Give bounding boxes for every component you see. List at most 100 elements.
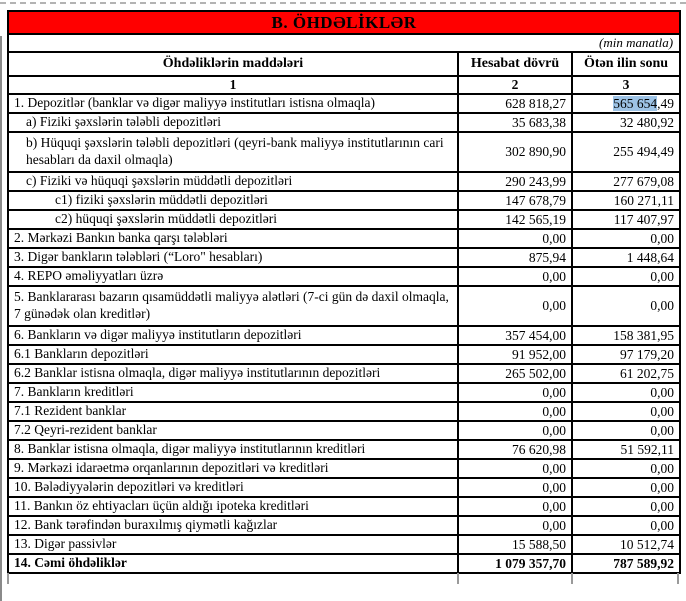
current-period-value: 0,00 [457,515,573,536]
table-row: 11. Bankın öz ehtiyacları üçün aldığı ip… [7,496,682,517]
table-row: 13. Digər passivlər 15 588,50 10 512,74 [7,534,682,555]
row-label: 7.2 Qeyri-rezident banklar [7,420,459,441]
row-label: c2) hüquqi şəxslərin müddətli depozitlər… [7,209,459,230]
previous-year-value: 255 494,49 [570,131,682,173]
previous-year-value: 61 202,75 [570,363,682,384]
row-label: c) Fiziki və hüquqi şəxslərin müddətli d… [7,171,459,192]
table-row: 14. Cəmi öhdəliklər 1 079 357,70 787 589,9… [7,553,682,574]
table-row: 10. Bələdiyyələrin depozitləri və kredit… [7,477,682,498]
current-period-value: 0,00 [457,496,573,517]
row-label: 5. Banklararası bazarın qısamüddətli mal… [7,285,459,327]
current-period-value: 142 565,19 [457,209,573,230]
bottom-gridline-stub-right [677,573,679,584]
column-number-2: 2 [457,75,573,95]
table-row: c2) hüquqi şəxslərin müddətli depozitlər… [7,209,682,230]
table-body: 1. Depozitlər (banklar və digər maliyyə … [7,93,682,574]
table-row: 7.1 Rezident banklar 0,00 0,00 [7,401,682,422]
current-period-value: 0,00 [457,382,573,403]
row-label: 6.1 Bankların depozitləri [7,344,459,365]
current-period-value: 76 620,98 [457,439,573,460]
row-label: 7. Bankların kreditləri [7,382,459,403]
row-label: 14. Cəmi öhdəliklər [7,553,459,574]
column-header-items: Öhdəliklərin maddələri [7,51,459,77]
table-title-row: B. ÖHDƏLİKLƏR [6,10,682,35]
current-period-value: 0,00 [457,285,573,327]
current-period-value: 302 890,90 [457,131,573,173]
current-period-value: 35 683,38 [457,112,573,133]
previous-year-value: 10 512,74 [570,534,682,555]
table-row: 4. REPO əməliyyatları üzrə 0,00 0,00 [7,266,682,287]
row-label: b) Hüquqi şəxslərin tələbli depozitləri … [7,131,459,173]
table-row: c1) fiziki şəxslərin müddətli depozitlər… [7,190,682,211]
previous-year-value: 0,00 [570,382,682,403]
column-number-3: 3 [570,75,682,95]
previous-year-value: 0,00 [570,496,682,517]
column-header-current-period: Hesabat dövrü [457,51,573,77]
previous-year-value: 0,00 [570,285,682,327]
page-left-gridline [0,36,2,601]
table-row: 5. Banklararası bazarın qısamüddətli mal… [7,285,682,327]
previous-year-value: 277 679,08 [570,171,682,192]
row-label: 6. Bankların və digər maliyyə institutla… [7,325,459,346]
current-period-value: 628 818,27 [457,93,573,114]
table-row: 6.1 Bankların depozitləri 91 952,00 97 179… [7,344,682,365]
row-label: 12. Bank tərəfindən buraxılmış qiymətli … [7,515,459,536]
table-row: 12. Bank tərəfindən buraxılmış qiymətli … [7,515,682,536]
previous-year-value: 0,00 [570,515,682,536]
current-period-value: 875,94 [457,247,573,268]
row-label: 9. Mərkəzi idarəetmə orqanlarının depozi… [7,458,459,479]
table-row: 2. Mərkəzi Bankın banka qarşı tələbləri 0… [7,228,682,249]
previous-year-value: 0,00 [570,458,682,479]
previous-year-value: 565 654,49 [570,93,682,114]
previous-year-value: 51 592,11 [570,439,682,460]
previous-year-value: 1 448,64 [570,247,682,268]
current-period-value: 0,00 [457,401,573,422]
current-period-value: 357 454,00 [457,325,573,346]
table-row: 7.2 Qeyri-rezident banklar 0,00 0,00 [7,420,682,441]
current-period-value: 147 678,79 [457,190,573,211]
table-row: 6. Bankların və digər maliyyə institutla… [7,325,682,346]
row-label: a) Fiziki şəxslərin tələbli depozitləri [7,112,459,133]
table-row: b) Hüquqi şəxslərin tələbli depozitləri … [7,131,682,173]
row-label: 1. Depozitlər (banklar və digər maliyyə … [7,93,459,114]
row-label: 10. Bələdiyyələrin depozitləri və kredit… [7,477,459,498]
page-top-gridline [0,2,686,4]
previous-year-value: 117 407,97 [570,209,682,230]
table-row: c) Fiziki və hüquqi şəxslərin müddətli d… [7,171,682,192]
table-row: 6.2 Banklar istisna olmaqla, digər maliy… [7,363,682,384]
table-title: B. ÖHDƏLİKLƏR [6,10,682,35]
previous-year-value: 0,00 [570,420,682,441]
previous-year-value: 0,00 [570,228,682,249]
unit-note-row: (min manatla) [6,33,682,53]
previous-year-value: 158 381,95 [570,325,682,346]
previous-year-value: 0,00 [570,477,682,498]
liabilities-table: B. ÖHDƏLİKLƏR (min manatla) Öhdəliklərin… [6,10,682,574]
row-label: 3. Digər bankların tələbləri (“Loro" hes… [7,247,459,268]
row-label: 13. Digər passivlər [7,534,459,555]
previous-year-value: 160 271,11 [570,190,682,211]
row-label: 11. Bankın öz ehtiyacları üçün aldığı ip… [7,496,459,517]
previous-year-value: 32 480,92 [570,112,682,133]
bottom-gridline-stub-col2 [457,573,459,584]
column-header-previous-year: Ötən ilin sonu [570,51,682,77]
highlighted-value: 565 654 [613,95,658,111]
row-label: 6.2 Banklar istisna olmaqla, digər maliy… [7,363,459,384]
current-period-value: 0,00 [457,420,573,441]
current-period-value: 265 502,00 [457,363,573,384]
previous-year-value: 0,00 [570,401,682,422]
table-row: 7. Bankların kreditləri 0,00 0,00 [7,382,682,403]
table-row: 8. Banklar istisna olmaqla, digər maliyy… [7,439,682,460]
current-period-value: 0,00 [457,477,573,498]
row-label: 4. REPO əməliyyatları üzrə [7,266,459,287]
bottom-gridline-stub-left [7,573,9,584]
table-row: 1. Depozitlər (banklar və digər maliyyə … [7,93,682,114]
table-row: 3. Digər bankların tələbləri (“Loro" hes… [7,247,682,268]
previous-year-value: 0,00 [570,266,682,287]
row-label: 2. Mərkəzi Bankın banka qarşı tələbləri [7,228,459,249]
unit-note: (min manatla) [6,33,682,53]
column-number-row: 1 2 3 [7,75,682,95]
previous-year-value: 97 179,20 [570,344,682,365]
current-period-value: 290 243,99 [457,171,573,192]
column-number-1: 1 [7,75,459,95]
